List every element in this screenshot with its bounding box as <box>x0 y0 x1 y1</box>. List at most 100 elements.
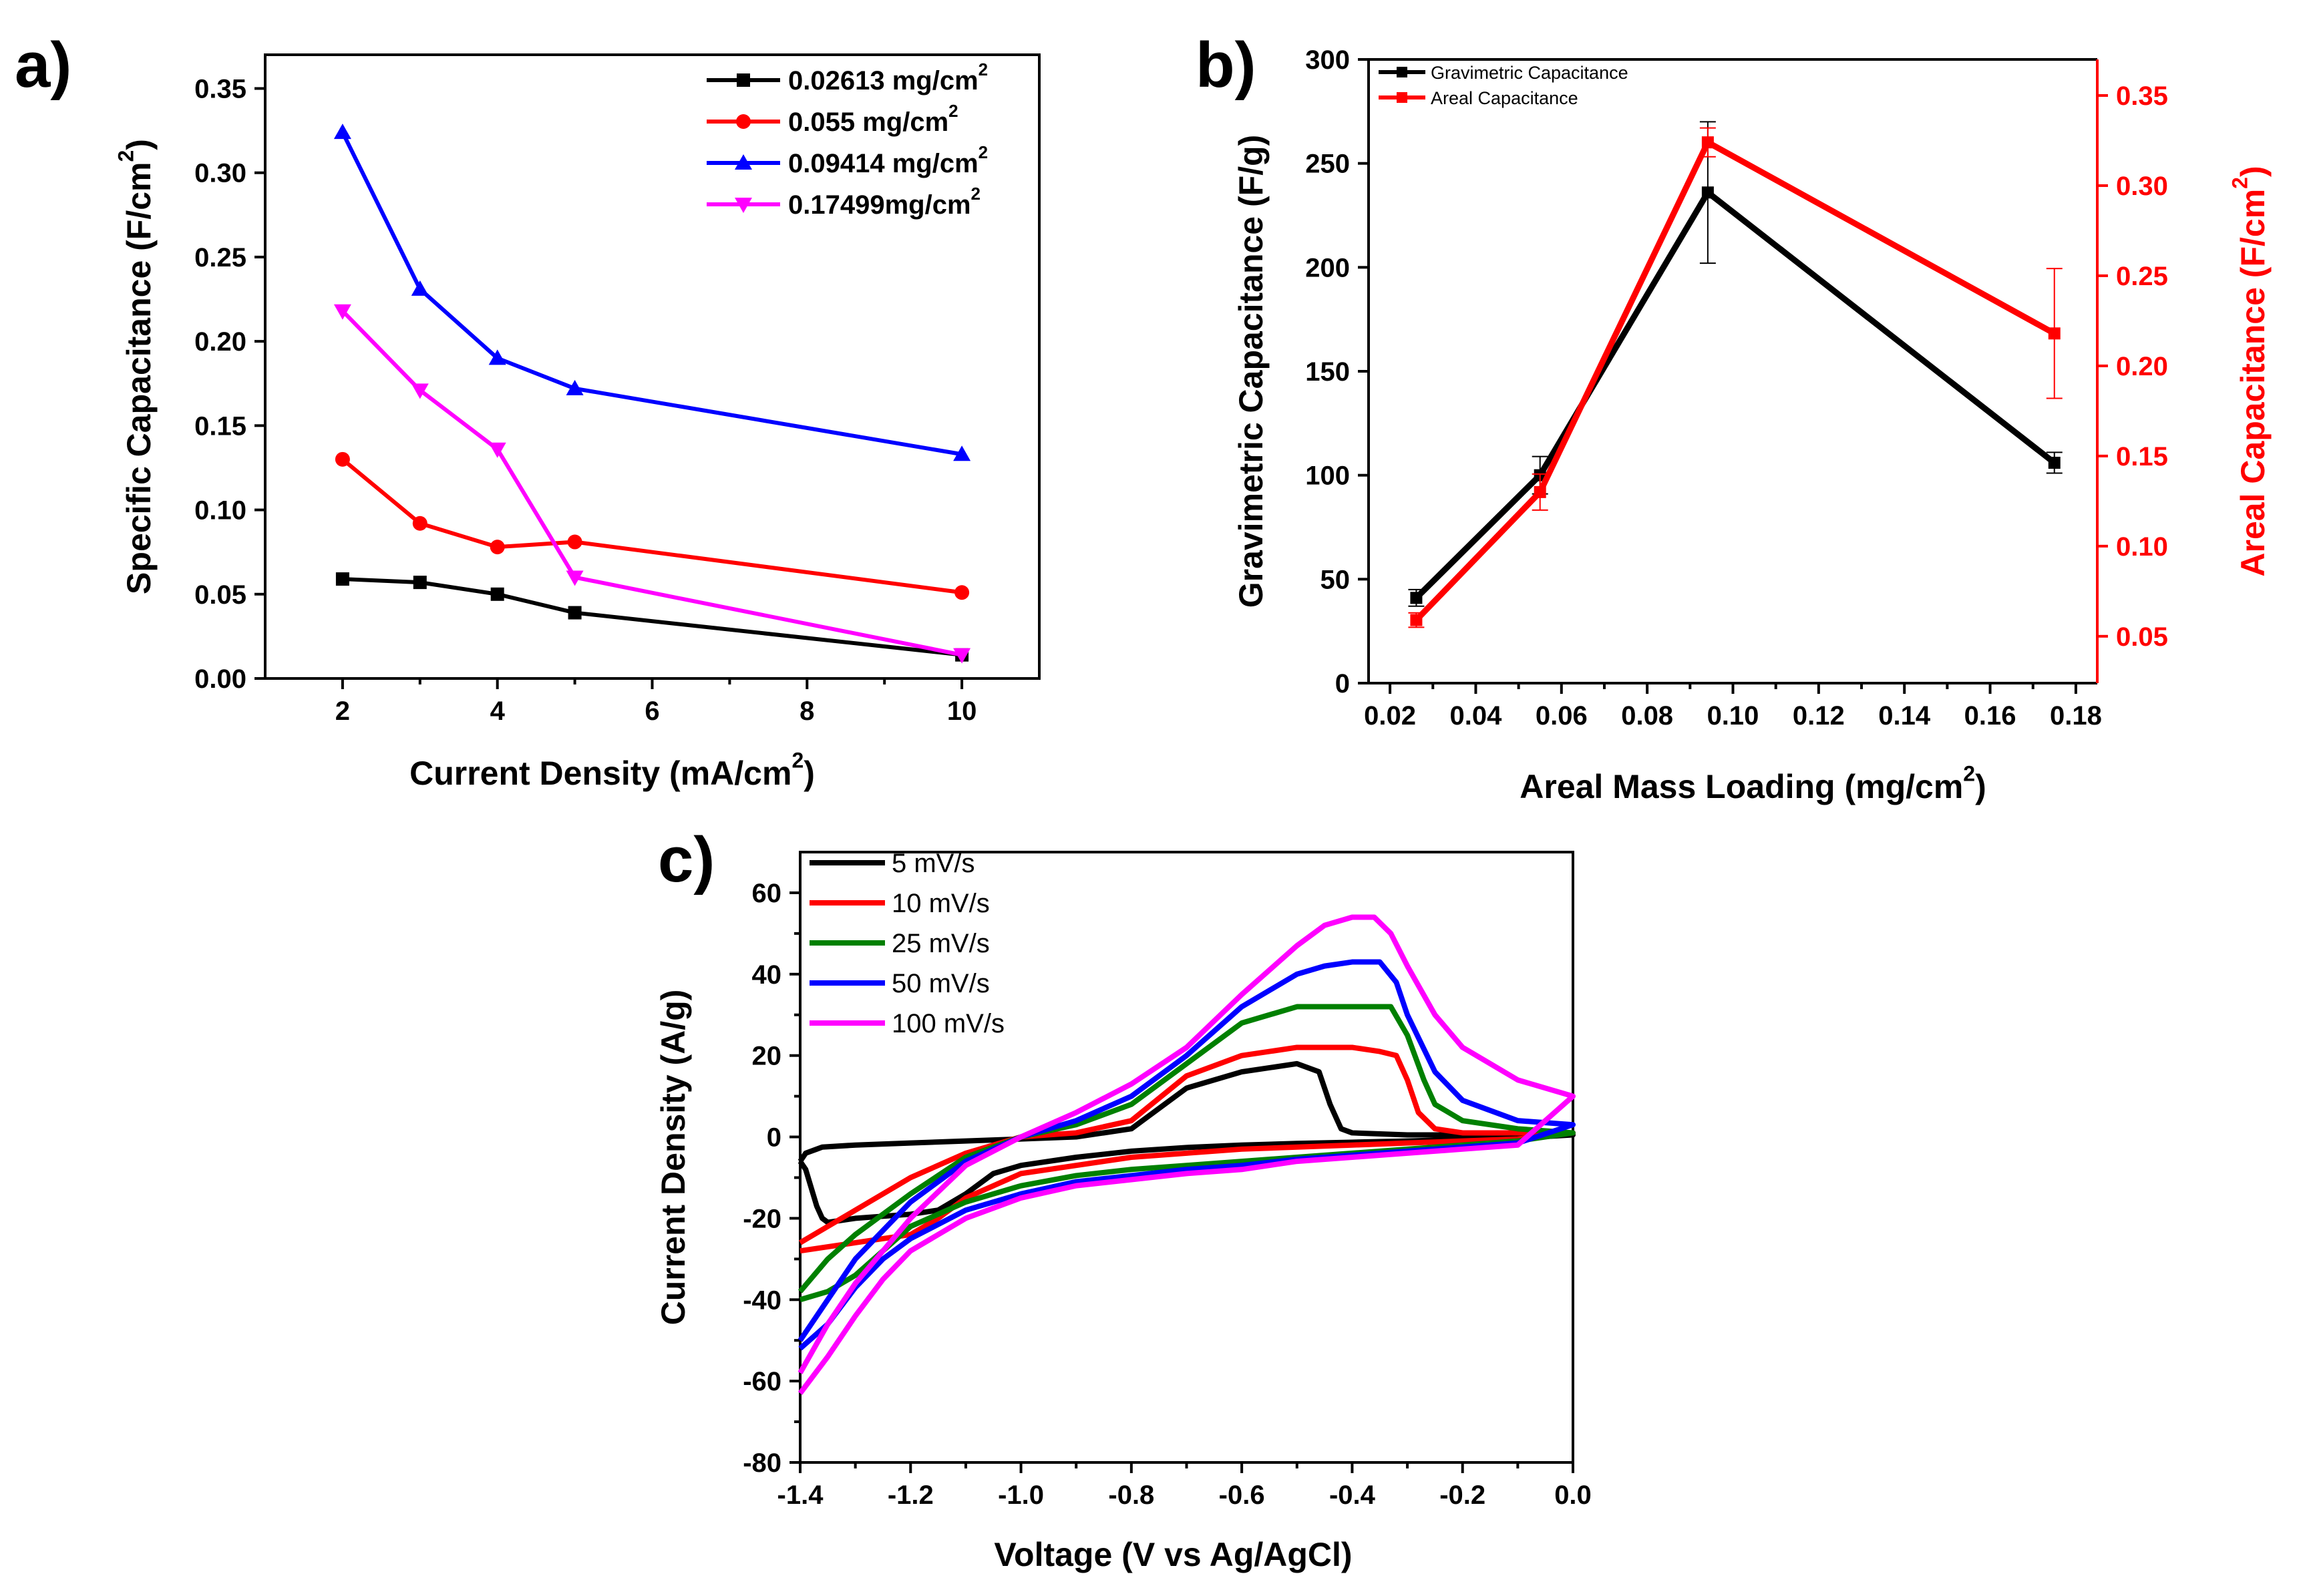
x-tick-label: 0.08 <box>1621 701 1673 731</box>
y-tick-label: 0 <box>1335 669 1350 699</box>
panel-label-b: b) <box>1196 29 1256 101</box>
x-tick-label: -1.2 <box>888 1480 934 1510</box>
x-tick-label: 0.02 <box>1364 701 1416 731</box>
x-tick-label: 0.12 <box>1793 701 1845 731</box>
series-line <box>1414 188 2057 600</box>
legend-label: Gravimetric Capacitance <box>1431 63 1628 83</box>
y-tick-label: 0.10 <box>194 496 246 526</box>
legend-marker <box>1397 67 1407 77</box>
y2-tick-label: 0.30 <box>2116 172 2168 201</box>
y-tick-label: -20 <box>743 1204 781 1233</box>
x-axis-label: Current Density (mA/cm2) <box>409 748 815 792</box>
y-tick-label: 100 <box>1305 461 1350 491</box>
y-tick-label: 0 <box>767 1123 781 1153</box>
data-point <box>568 606 582 620</box>
y-tick-label: 40 <box>752 960 782 990</box>
legend-label: 5 mV/s <box>892 849 975 878</box>
legend-marker <box>735 198 752 213</box>
y-tick-label: 0.35 <box>194 74 246 104</box>
legend-marker <box>736 114 751 129</box>
x-tick-label: -1.0 <box>998 1480 1044 1510</box>
x-tick-label: 0.0 <box>1554 1480 1592 1510</box>
legend-label: 0.17499mg/cm2 <box>788 184 981 220</box>
x-tick-label: 0.16 <box>1964 701 2016 731</box>
legend-label: 10 mV/s <box>892 889 990 918</box>
y2-tick-label: 0.35 <box>2116 81 2168 111</box>
x-tick-label: 0.10 <box>1707 701 1759 731</box>
y2-axis-label: Areal Capacitance (F/cm2) <box>2228 166 2272 576</box>
panel-c: -1.4 -1.2 -1.0 -0.8 -0.6 -0.4 -0.2 0.0 -80 -60 -40… <box>655 824 1592 1573</box>
y-tick-label: 200 <box>1305 253 1350 282</box>
panel-b: 0.02 0.04 0.06 0.08 0.10 0.12 0.14 0.16 0.18 0 50 1… <box>1196 29 2272 805</box>
data-point <box>335 451 350 467</box>
data-point <box>411 383 429 399</box>
series-line <box>341 457 962 595</box>
data-point <box>488 349 506 365</box>
data-point <box>566 379 584 395</box>
y-tick-label: 0.05 <box>194 580 246 610</box>
x-tick-label: 6 <box>645 696 659 726</box>
y2-tick-label: 0.05 <box>2116 622 2168 652</box>
series-line <box>341 131 962 457</box>
y-tick-label: 150 <box>1305 357 1350 387</box>
legend-marker <box>735 154 752 170</box>
y-tick-label: 0.15 <box>194 411 246 441</box>
y-tick-label: 60 <box>752 879 782 908</box>
legend-marker <box>737 73 750 87</box>
y-tick-label: 0.20 <box>194 327 246 357</box>
legend-label: 100 mV/s <box>892 1009 1005 1038</box>
x-tick-label: 2 <box>335 696 350 726</box>
series-curve <box>798 959 1576 1351</box>
data-point <box>2048 456 2061 469</box>
legend-label: 25 mV/s <box>892 929 990 958</box>
legend-label: 50 mV/s <box>892 969 990 998</box>
data-point <box>954 585 970 600</box>
y-tick-label: 0.00 <box>194 664 246 694</box>
x-tick-label: 4 <box>490 696 506 726</box>
x-tick-label: 0.14 <box>1878 701 1931 731</box>
series-line <box>342 577 962 657</box>
data-point <box>566 570 584 586</box>
y-axis-label: Specific Capacitance (F/cm2) <box>114 139 158 594</box>
data-point <box>333 124 351 140</box>
x-axis-label: Voltage (V vs Ag/AgCl) <box>994 1536 1352 1573</box>
x-tick-label: -0.4 <box>1329 1480 1376 1510</box>
y2-tick-label: 0.10 <box>2116 532 2168 562</box>
data-point <box>2048 327 2061 340</box>
x-tick-label: -0.2 <box>1439 1480 1485 1510</box>
series-curve <box>798 1044 1576 1254</box>
data-point <box>412 516 427 531</box>
legend-label: 0.055 mg/cm2 <box>788 101 958 137</box>
series-line <box>1414 138 2056 622</box>
x-tick-label: 0.06 <box>1536 701 1588 731</box>
y2-tick-label: 0.15 <box>2116 442 2168 471</box>
data-point <box>490 540 505 555</box>
data-point <box>1701 136 1714 149</box>
data-point <box>335 572 349 586</box>
x-tick-label: -0.6 <box>1219 1480 1265 1510</box>
y2-tick-label: 0.20 <box>2116 352 2168 381</box>
x-tick-label: 10 <box>947 696 977 726</box>
data-point <box>490 587 504 601</box>
y-axis-label: Gravimetric Capacitance (F/g) <box>1232 135 1270 608</box>
data-point <box>488 442 506 458</box>
data-point <box>333 304 351 320</box>
data-point <box>411 280 429 296</box>
legend-label: 0.09414 mg/cm2 <box>788 142 988 178</box>
y-tick-label: 50 <box>1320 565 1351 594</box>
panel-label-c: c) <box>658 824 715 895</box>
y2-tick-label: 0.25 <box>2116 262 2168 291</box>
legend-marker <box>1397 92 1407 103</box>
y-axis-label: Current Density (A/g) <box>655 990 692 1326</box>
y-tick-label: 300 <box>1305 45 1350 75</box>
series-curve <box>798 914 1576 1395</box>
x-tick-label: -1.4 <box>777 1480 824 1510</box>
x-tick-label: 0.18 <box>2050 701 2102 731</box>
y-tick-label: 0.25 <box>194 243 246 272</box>
x-axis-label: Areal Mass Loading (mg/cm2) <box>1520 761 1986 805</box>
data-point <box>1534 485 1546 498</box>
x-tick-label: 0.04 <box>1450 701 1503 731</box>
x-tick-label: 8 <box>800 696 814 726</box>
y-tick-label: 20 <box>752 1042 782 1071</box>
